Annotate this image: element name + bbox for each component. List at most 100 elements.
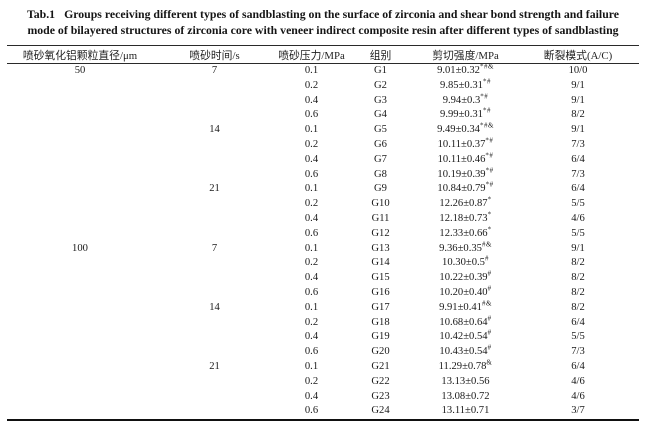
diameter-cell <box>7 197 153 212</box>
time-cell <box>153 108 276 123</box>
pressure-cell: 0.6 <box>304 346 319 358</box>
diameter-cell <box>7 94 153 109</box>
time-cell: 7 <box>211 242 218 254</box>
strength-cell: 9.36±0.35#& <box>439 240 492 254</box>
pressure-cell: 0.1 <box>304 124 319 136</box>
diameter-cell <box>7 404 153 420</box>
table-row: 0.2 G22 13.13±0.56 4/6 <box>7 375 639 390</box>
time-cell <box>153 227 276 242</box>
time-cell: 21 <box>209 183 220 195</box>
failure-cell: 9/1 <box>571 124 585 136</box>
diameter-cell <box>7 212 153 227</box>
pressure-cell: 0.4 <box>304 212 319 224</box>
strength-cell: 10.68±0.64# <box>439 314 492 328</box>
strength-cell: 9.85±0.31*# <box>440 77 491 91</box>
table-row: 100 7 0.1 G13 9.36±0.35#& 9/1 <box>7 240 639 257</box>
time-cell: 21 <box>209 360 220 372</box>
group-cell: G22 <box>371 375 390 387</box>
failure-cell: 7/3 <box>571 168 585 180</box>
group-cell: G9 <box>374 183 387 195</box>
failure-cell: 4/6 <box>571 390 585 402</box>
significance-marker: *# <box>482 106 491 115</box>
pressure-cell: 0.4 <box>304 390 319 402</box>
pressure-cell: 0.2 <box>304 138 319 150</box>
significance-marker: * <box>487 210 492 219</box>
table-row: 0.6 G4 9.99±0.31*# 8/2 <box>7 106 639 123</box>
pressure-cell: 0.6 <box>304 109 319 121</box>
pressure-cell: 0.6 <box>304 286 319 298</box>
group-cell: G7 <box>374 153 387 165</box>
significance-marker: *# <box>485 180 494 189</box>
significance-marker: *#& <box>479 62 494 71</box>
pressure-cell: 0.2 <box>304 198 319 210</box>
significance-marker: *#& <box>479 121 494 130</box>
failure-cell: 8/2 <box>571 257 585 269</box>
failure-cell: 8/2 <box>571 301 585 313</box>
group-cell: G3 <box>374 94 387 106</box>
time-cell: 14 <box>209 124 220 136</box>
significance-marker: # <box>484 254 489 263</box>
diameter-cell <box>7 108 153 123</box>
table-row: 0.4 G19 10.42±0.54# 5/5 <box>7 328 639 345</box>
significance-marker: *# <box>480 92 489 101</box>
time-cell <box>153 286 276 301</box>
table-row: 21 0.1 G9 10.84±0.79*# 6/4 <box>7 180 639 197</box>
table-row: 0.4 G23 13.08±0.72 4/6 <box>7 390 639 405</box>
group-cell: G8 <box>374 168 387 180</box>
time-cell: 14 <box>209 301 220 313</box>
strength-cell: 10.11±0.46*# <box>437 151 494 165</box>
significance-marker: # <box>487 343 492 352</box>
time-cell <box>153 390 276 405</box>
failure-cell: 6/4 <box>571 360 585 372</box>
diameter-cell <box>7 227 153 242</box>
group-cell: G6 <box>374 138 387 150</box>
diameter-cell <box>7 182 153 197</box>
table-row: 0.2 G10 12.26±0.87* 5/5 <box>7 195 639 212</box>
strength-cell: 10.84±0.79*# <box>437 180 494 195</box>
group-cell: G21 <box>371 360 390 372</box>
failure-cell: 8/2 <box>571 272 585 284</box>
failure-cell: 4/6 <box>571 212 585 224</box>
strength-cell: 13.11±0.71 <box>441 405 490 417</box>
time-cell <box>153 168 276 183</box>
significance-marker: # <box>487 328 492 337</box>
group-cell: G15 <box>371 272 390 284</box>
group-cell: G16 <box>371 286 390 298</box>
diameter-cell <box>7 271 153 286</box>
strength-cell: 9.94±0.3*# <box>442 92 489 106</box>
diameter-cell <box>7 123 153 138</box>
group-cell: G5 <box>374 124 387 136</box>
group-cell: G17 <box>371 301 390 313</box>
time-cell <box>153 404 276 420</box>
table-row: 0.2 G14 10.30±0.5# 8/2 <box>7 254 639 271</box>
time-cell <box>153 153 276 168</box>
failure-cell: 8/2 <box>571 109 585 121</box>
significance-marker: *# <box>482 77 491 86</box>
failure-cell: 5/5 <box>571 331 585 343</box>
pressure-cell: 0.1 <box>304 242 319 254</box>
diameter-cell <box>7 168 153 183</box>
strength-cell: 12.33±0.66* <box>439 225 492 239</box>
significance-marker: * <box>487 195 492 204</box>
significance-marker: *# <box>485 151 494 160</box>
strength-cell: 10.20±0.40# <box>439 284 492 298</box>
table-row: 0.4 G7 10.11±0.46*# 6/4 <box>7 151 639 168</box>
table-row: 0.6 G20 10.43±0.54# 7/3 <box>7 343 639 360</box>
diameter-cell <box>7 330 153 345</box>
time-cell <box>153 256 276 271</box>
caption-text-1: Groups receiving different types of sand… <box>64 7 620 21</box>
strength-cell: 9.01±0.32*#& <box>437 62 494 76</box>
table-header: 喷砂氧化铝颗粒直径/μm 喷砂时间/s 喷砂压力/MPa 组别 剪切强度/MPa… <box>7 45 639 64</box>
time-cell <box>153 316 276 331</box>
diameter-cell <box>7 316 153 331</box>
significance-marker: & <box>486 358 493 367</box>
failure-cell: 7/3 <box>571 138 585 150</box>
group-cell: G2 <box>374 79 387 91</box>
time-cell <box>153 271 276 286</box>
pressure-cell: 0.4 <box>304 331 319 343</box>
failure-cell: 9/1 <box>571 94 585 106</box>
pressure-cell: 0.1 <box>304 360 319 372</box>
significance-marker: # <box>487 269 492 278</box>
time-cell <box>153 94 276 109</box>
time-cell <box>153 330 276 345</box>
